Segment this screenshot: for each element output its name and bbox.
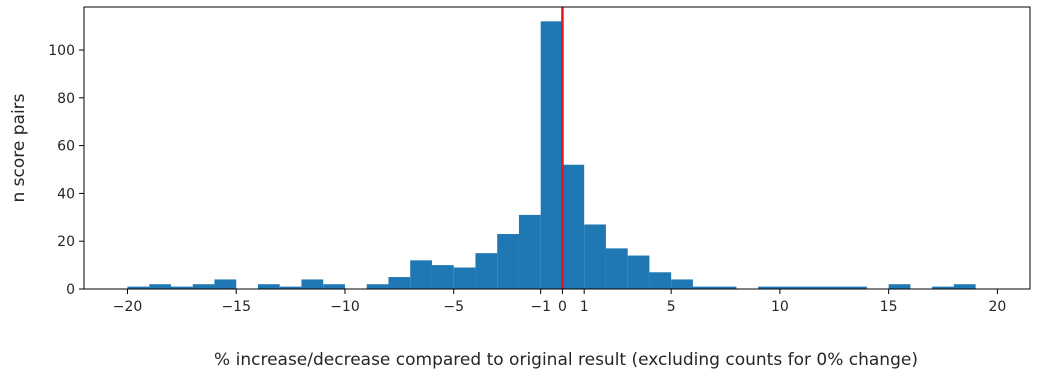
histogram-bar — [671, 279, 693, 289]
histogram-bar — [779, 286, 802, 289]
x-tick-label: −10 — [330, 299, 360, 315]
histogram-bar — [323, 284, 345, 289]
histogram-bar — [497, 234, 519, 289]
histogram-bar — [584, 224, 606, 289]
histogram-bar — [170, 286, 193, 289]
plot-frame — [83, 6, 1031, 290]
histogram-bar — [453, 267, 476, 289]
x-tick-label: 15 — [880, 299, 898, 315]
x-tick-label: −1 — [530, 299, 551, 315]
histogram-bar — [888, 284, 911, 289]
histogram-bars — [127, 21, 976, 289]
histogram-bar — [214, 279, 237, 289]
histogram-bar — [301, 279, 324, 289]
histogram-bar — [692, 286, 715, 289]
y-axis-label: n score pairs — [9, 93, 29, 202]
y-tick-label: 0 — [66, 282, 75, 298]
histogram-bar — [431, 265, 454, 289]
histogram-bar — [192, 284, 215, 289]
histogram-bar — [475, 253, 498, 289]
histogram-bar — [605, 248, 628, 289]
x-tick-label: 10 — [771, 299, 789, 315]
x-tick-label: −20 — [113, 299, 143, 315]
y-tick-label: 40 — [57, 186, 75, 202]
histogram-bar — [388, 277, 411, 289]
histogram-bar — [953, 284, 976, 289]
x-tick-label: −5 — [443, 299, 464, 315]
y-tick-label: 60 — [57, 139, 75, 155]
y-tick-label: 100 — [48, 43, 75, 59]
x-tick-label: 0 — [558, 299, 567, 315]
histogram-bar — [366, 284, 389, 289]
histogram-bar — [758, 286, 780, 289]
y-tick-label: 80 — [57, 91, 75, 107]
histogram-bar — [518, 214, 541, 289]
histogram-bar — [714, 286, 737, 289]
histogram-bar — [932, 286, 954, 289]
histogram-bar — [257, 284, 280, 289]
histogram-bar — [627, 255, 650, 289]
x-axis-label: % increase/decrease compared to original… — [214, 350, 918, 370]
x-tick-label: 20 — [988, 299, 1006, 315]
histogram-bar — [540, 21, 563, 289]
x-tick-label: 1 — [580, 299, 589, 315]
histogram-bar — [149, 284, 171, 289]
histogram-bar — [823, 286, 846, 289]
x-axis-ticks: −20 −15 −10 −5 −1 0 1 5 10 15 20 — [113, 289, 1006, 315]
histogram-bar — [127, 286, 150, 289]
y-tick-label: 20 — [57, 234, 75, 250]
x-tick-label: 5 — [667, 299, 676, 315]
histogram-bar — [801, 286, 824, 289]
histogram-bar — [649, 272, 672, 289]
x-tick-label: −15 — [221, 299, 251, 315]
histogram-bar — [279, 286, 302, 289]
histogram-bar — [410, 260, 432, 289]
histogram-bar — [562, 164, 585, 289]
histogram-bar — [845, 286, 867, 289]
y-axis-ticks: 0 20 40 60 80 100 — [48, 43, 84, 298]
